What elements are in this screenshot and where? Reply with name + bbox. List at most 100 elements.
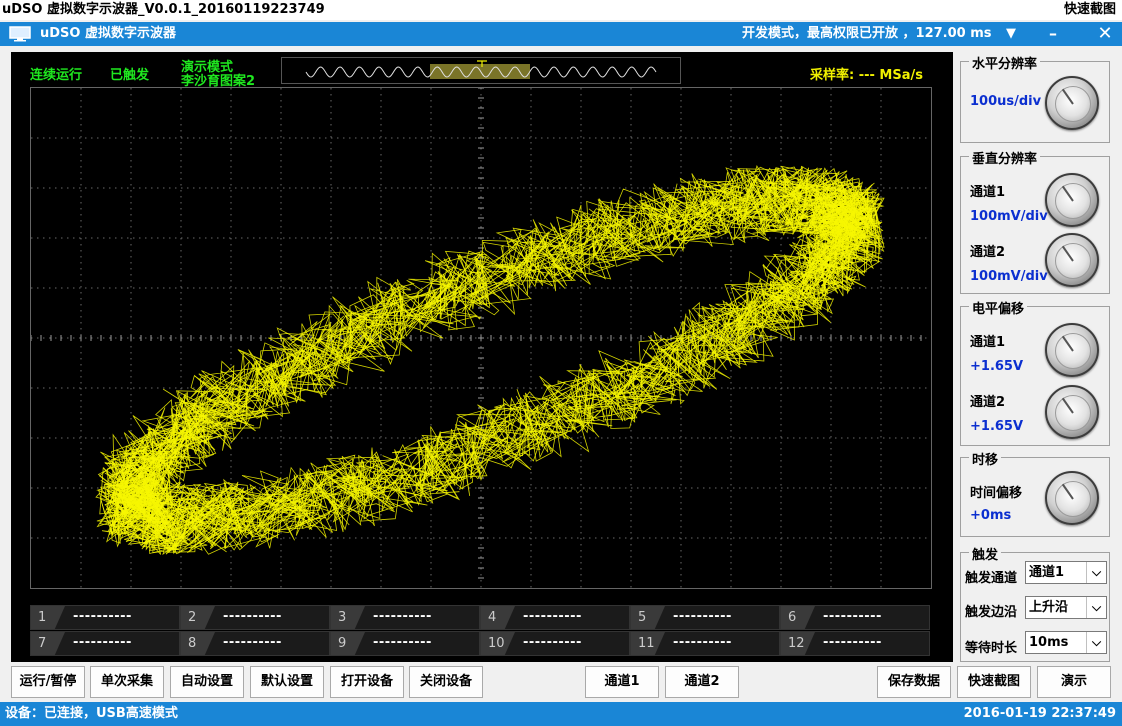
offset-ch2-value: +1.65V [970, 419, 1024, 434]
device-status: 设备：已连接，USB高速模式 [5, 706, 178, 721]
trigger-state: 已触发 [110, 68, 150, 83]
measurement-id: 8 [181, 632, 215, 655]
group-horizontal: 水平分辨率 100us/div [960, 53, 1110, 143]
group-time-shift-title: 时移 [969, 449, 1002, 468]
offset-ch1-knob[interactable] [1045, 323, 1099, 377]
single-capture-button[interactable]: 单次采集 [90, 666, 164, 698]
run-pause-button[interactable]: 运行/暂停 [11, 666, 85, 698]
measurement-cell: 4 ---------- [480, 605, 630, 630]
dev-mode-status: 开发模式，最高权限已开放 ，127.00 ms [742, 26, 992, 41]
trigger-edge-value: 上升沿 [1029, 600, 1069, 615]
offset-ch2-label: 通道2 [970, 395, 1006, 410]
time-shift-value: +0ms [970, 508, 1012, 523]
measurement-id: 9 [331, 632, 365, 655]
time-shift-label: 时间偏移 [970, 486, 1023, 501]
auto-setup-button[interactable]: 自动设置 [170, 666, 244, 698]
measurement-value: ---------- [73, 609, 132, 624]
trigger-wait-select[interactable]: 10ms ⌵ [1025, 631, 1107, 654]
measurement-id: 3 [331, 606, 365, 629]
channel1-button[interactable]: 通道1 [585, 666, 659, 698]
offset-ch2-knob[interactable] [1045, 385, 1099, 439]
chevron-down-icon: ⌵ [1086, 562, 1106, 583]
measurement-cell: 5 ---------- [630, 605, 780, 630]
demo-button[interactable]: 演示 [1037, 666, 1111, 698]
measurement-cell: 3 ---------- [330, 605, 480, 630]
measurement-id: 5 [631, 606, 665, 629]
trigger-marker-icon [477, 60, 487, 67]
group-offset: 电平偏移 通道1 +1.65V 通道2 +1.65V [960, 298, 1110, 446]
trigger-wait-label: 等待时长 [965, 641, 1018, 656]
measurement-cell: 8 ---------- [180, 631, 330, 656]
monitor-icon [9, 26, 31, 42]
overview-window [430, 64, 530, 79]
scope-header: 连续运行 已触发 演示模式 李沙育图案2 采样率: --- MSa/s [11, 52, 953, 92]
group-offset-title: 电平偏移 [969, 298, 1028, 317]
group-vertical-title: 垂直分辨率 [969, 148, 1041, 167]
measurement-value: ---------- [223, 635, 282, 650]
trigger-channel-value: 通道1 [1029, 565, 1065, 580]
measurement-cell: 6 ---------- [780, 605, 930, 630]
measurement-id: 6 [781, 606, 815, 629]
measurement-cell: 1 ---------- [30, 605, 180, 630]
trigger-channel-label: 触发通道 [965, 571, 1018, 586]
demo-pattern: 李沙育图案2 [181, 74, 256, 89]
channel2-button[interactable]: 通道2 [665, 666, 739, 698]
trigger-channel-select[interactable]: 通道1 ⌵ [1025, 561, 1107, 584]
vertical-ch2-knob[interactable] [1045, 233, 1099, 287]
measurement-id: 12 [781, 632, 815, 655]
close-device-button[interactable]: 关闭设备 [409, 666, 483, 698]
window-title-bar: uDSO 虚拟数字示波器_V0.0.1_20160119223749 快速截图 [0, 0, 1122, 20]
measurement-cell: 11 ---------- [630, 631, 780, 656]
app-header-bar: uDSO 虚拟数字示波器 开发模式，最高权限已开放 ，127.00 ms ▼ –… [0, 22, 1122, 46]
quick-capture-button[interactable]: 快速截图 [957, 666, 1031, 698]
measurement-value: ---------- [73, 635, 132, 650]
vertical-ch1-knob[interactable] [1045, 173, 1099, 227]
group-trigger: 触发 触发通道 通道1 ⌵ 触发边沿 上升沿 ⌵ 等待时长 10ms ⌵ [960, 544, 1110, 662]
demo-mode: 演示模式 [181, 60, 234, 75]
waveform-grid[interactable] [30, 87, 932, 589]
horizontal-knob[interactable] [1045, 76, 1099, 130]
vertical-ch1-label: 通道1 [970, 185, 1006, 200]
measurement-id: 2 [181, 606, 215, 629]
offset-ch1-value: +1.65V [970, 359, 1024, 374]
lissajous-trace [103, 166, 885, 555]
group-trigger-title: 触发 [969, 544, 1002, 563]
measurement-id: 4 [481, 606, 515, 629]
measurement-value: ---------- [373, 635, 432, 650]
default-setup-button[interactable]: 默认设置 [250, 666, 324, 698]
time-shift-knob[interactable] [1045, 471, 1099, 525]
grid-canvas [31, 88, 927, 588]
measurement-value: ---------- [523, 609, 582, 624]
vertical-ch2-value: 100mV/div [970, 269, 1048, 284]
group-horizontal-title: 水平分辨率 [969, 53, 1041, 72]
measurement-cell: 9 ---------- [330, 631, 480, 656]
measurement-value: ---------- [673, 635, 732, 650]
trigger-edge-label: 触发边沿 [965, 605, 1018, 620]
measurement-value: ---------- [523, 635, 582, 650]
overview-wave [305, 60, 657, 79]
run-state: 连续运行 [30, 68, 83, 83]
measurement-value: ---------- [373, 609, 432, 624]
measurement-id: 7 [31, 632, 65, 655]
chevron-down-icon: ⌵ [1086, 597, 1106, 618]
trigger-edge-select[interactable]: 上升沿 ⌵ [1025, 596, 1107, 619]
dropdown-icon[interactable]: ▼ [1006, 26, 1016, 41]
offset-ch1-label: 通道1 [970, 335, 1006, 350]
open-device-button[interactable]: 打开设备 [330, 666, 404, 698]
window-title: uDSO 虚拟数字示波器_V0.0.1_20160119223749 [2, 2, 325, 17]
chevron-down-icon: ⌵ [1086, 632, 1106, 653]
measurement-table: 1 ---------- 2 ---------- 3 ---------- 4 ------… [30, 605, 932, 657]
status-bar: 设备：已连接，USB高速模式 2016-01-19 22:37:49 [0, 702, 1122, 726]
quick-capture-link[interactable]: 快速截图 [1063, 2, 1116, 17]
app-name: uDSO 虚拟数字示波器 [40, 26, 176, 41]
close-icon[interactable]: ✕ [1097, 23, 1113, 44]
minimize-icon[interactable]: – [1049, 24, 1057, 43]
waveform-overview[interactable] [281, 57, 681, 84]
measurement-cell: 2 ---------- [180, 605, 330, 630]
measurement-value: ---------- [673, 609, 732, 624]
measurement-cell: 12 ---------- [780, 631, 930, 656]
save-data-button[interactable]: 保存数据 [877, 666, 951, 698]
group-vertical: 垂直分辨率 通道1 100mV/div 通道2 100mV/div [960, 148, 1110, 294]
lissajous-trace [98, 167, 883, 555]
measurement-cell: 7 ---------- [30, 631, 180, 656]
